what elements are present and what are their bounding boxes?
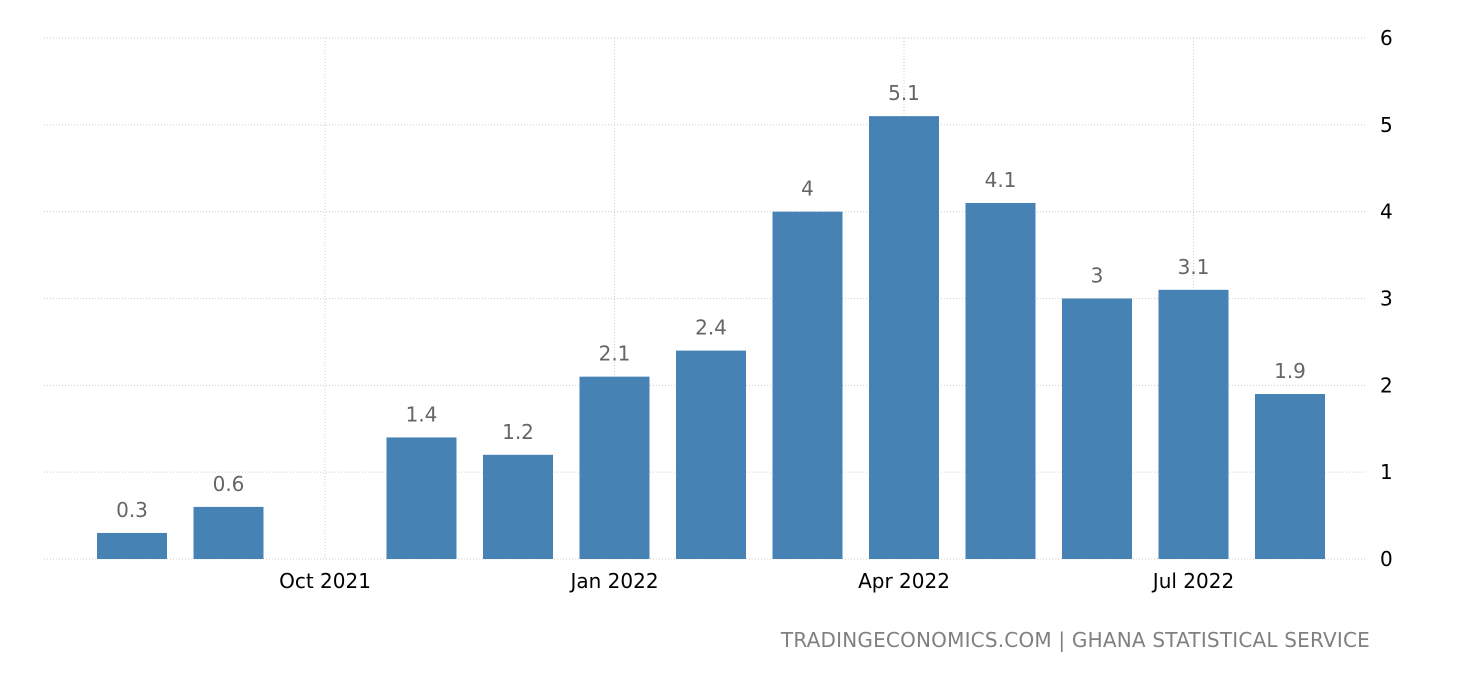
y-tick-label: 3 xyxy=(1380,287,1393,311)
y-tick-label: 5 xyxy=(1380,113,1393,137)
data-label: 0.6 xyxy=(213,472,245,496)
data-label: 5.1 xyxy=(888,81,920,105)
y-tick-label: 0 xyxy=(1380,547,1393,571)
bar xyxy=(97,532,167,559)
data-label: 2.4 xyxy=(695,316,727,340)
data-label: 1.9 xyxy=(1274,359,1306,383)
data-label: 1.2 xyxy=(502,420,534,444)
bar xyxy=(579,376,650,559)
bar xyxy=(193,506,264,559)
data-label: 4 xyxy=(801,177,814,201)
y-tick-label: 6 xyxy=(1380,26,1393,50)
x-tick-label: Apr 2022 xyxy=(858,569,950,593)
data-label: 3.1 xyxy=(1178,255,1210,279)
data-label: 1.4 xyxy=(406,402,438,426)
data-label: 4.1 xyxy=(985,168,1017,192)
y-axis-ticks: 0 1 2 3 4 5 6 xyxy=(1380,26,1393,571)
bar xyxy=(869,116,939,560)
bar xyxy=(676,350,746,559)
data-label: 0.3 xyxy=(116,498,148,522)
bar xyxy=(772,211,843,559)
data-labels: 0.3 0.6 1.4 1.2 2.1 2.4 4 5.1 4.1 3 3.1 1.9 xyxy=(116,81,1306,522)
bars xyxy=(97,116,1325,560)
bar xyxy=(1255,394,1325,559)
data-label: 3 xyxy=(1091,264,1104,288)
bar xyxy=(483,454,553,559)
y-tick-label: 1 xyxy=(1380,460,1393,484)
x-tick-label: Jan 2022 xyxy=(568,569,658,593)
source-attribution: TRADINGECONOMICS.COM | GHANA STATISTICAL… xyxy=(780,628,1370,652)
bar xyxy=(1062,298,1132,559)
y-tick-label: 4 xyxy=(1380,200,1393,224)
bar xyxy=(1158,289,1229,559)
bar xyxy=(386,437,457,559)
x-tick-label: Jul 2022 xyxy=(1151,569,1234,593)
x-axis-ticks: Oct 2021 Jan 2022 Apr 2022 Jul 2022 xyxy=(279,569,1234,593)
bar xyxy=(965,202,1036,559)
y-tick-label: 2 xyxy=(1380,373,1393,397)
data-label: 2.1 xyxy=(599,342,631,366)
x-tick-label: Oct 2021 xyxy=(279,569,371,593)
